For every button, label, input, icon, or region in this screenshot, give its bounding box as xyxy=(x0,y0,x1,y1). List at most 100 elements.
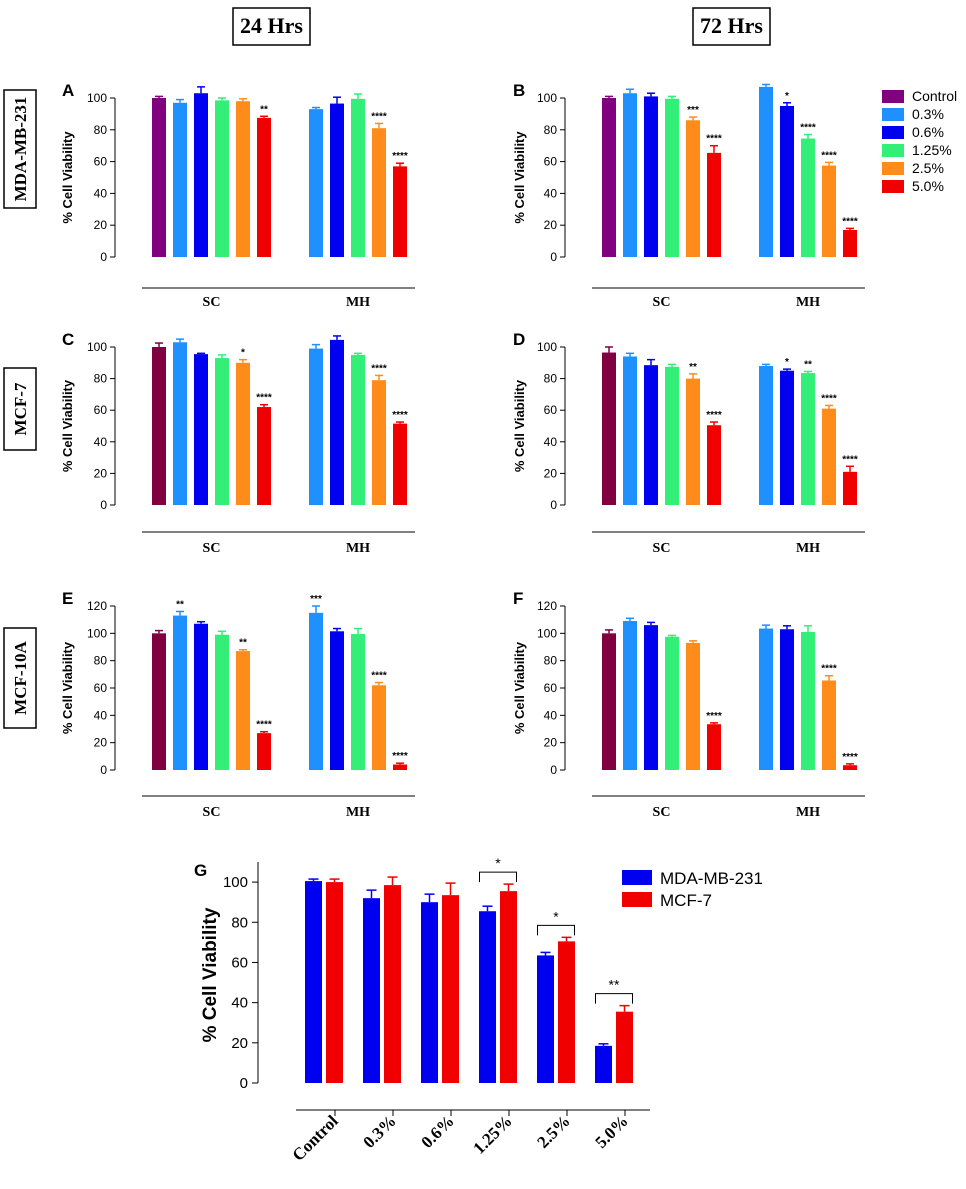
y-tick-label: 80 xyxy=(231,914,248,931)
group-label-sc: SC xyxy=(203,295,221,310)
bar-sc-0-3pct xyxy=(623,93,637,257)
x-tick-label-5-0pct: 5.0% xyxy=(591,1111,631,1151)
bar-sc-control xyxy=(152,347,166,505)
y-tick-label: 80 xyxy=(544,372,558,386)
bar-mcf-7-0-6pct xyxy=(442,895,459,1083)
significance-marker: **** xyxy=(821,393,837,404)
y-tick-label: 80 xyxy=(544,123,558,137)
row-label-mda: MDA-MB-231 xyxy=(3,89,37,209)
row-label-mcf7-box xyxy=(3,367,37,451)
bar-mh-1-25pct xyxy=(801,138,815,257)
y-tick-label: 0 xyxy=(550,498,557,512)
y-tick-label: 20 xyxy=(544,218,558,232)
bar-mh-1-25pct xyxy=(801,631,815,770)
bar-mh-5-0pct xyxy=(843,229,857,257)
bar-sc-0-6pct xyxy=(644,365,658,505)
legend: Control 0.3% 0.6% 1.25% 2.5% 5.0% xyxy=(882,88,957,194)
significance-marker: *** xyxy=(310,594,322,605)
row-label-mcf10a-text: MCF-10A xyxy=(11,640,30,714)
bar-sc-5-0pct xyxy=(707,425,721,505)
bar-mcf-7-2-5pct xyxy=(558,941,575,1083)
bar-sc-0-6pct xyxy=(194,93,208,257)
bar-mh-0-6pct xyxy=(780,629,794,770)
legend-label-1-25pct: 1.25% xyxy=(912,142,952,158)
significance-marker: **** xyxy=(706,711,722,722)
x-tick-label-0-6pct: 0.6% xyxy=(417,1111,457,1151)
panel-letter: F xyxy=(513,589,523,608)
bar-sc-1-25pct xyxy=(215,100,229,257)
bar-sc-5-0pct xyxy=(707,724,721,770)
bar-mh-5-0pct xyxy=(393,166,407,257)
legend-swatch-0-6pct xyxy=(882,126,904,139)
significance-marker: * xyxy=(785,91,789,102)
bar-sc-1-25pct xyxy=(215,358,229,505)
significance-marker: ** xyxy=(804,359,812,370)
group-label-mh: MH xyxy=(346,805,370,820)
bar-sc-control xyxy=(602,352,616,505)
legend-label-0-3pct: 0.3% xyxy=(912,106,944,122)
y-tick-label: 40 xyxy=(231,995,248,1012)
bar-sc-control xyxy=(152,633,166,770)
y-tick-label: 80 xyxy=(544,654,558,668)
panel-letter: D xyxy=(513,330,525,349)
legend-label-5-0pct: 5.0% xyxy=(912,178,944,194)
bar-mh-0-3pct xyxy=(309,612,323,770)
panel-f: F 0 20 40 60 80 100 120 % Cell Viability **** SC **… xyxy=(512,589,865,820)
group-label-sc: SC xyxy=(653,541,671,556)
y-axis-title: % Cell Viability xyxy=(512,641,527,734)
bar-mda-mb-231-0-3pct xyxy=(363,898,380,1083)
legend-label-control: Control xyxy=(912,88,957,104)
y-axis-title: % Cell Viability xyxy=(512,379,527,472)
significance-marker: **** xyxy=(392,410,408,421)
y-tick-label: 100 xyxy=(87,91,107,105)
bar-mh-0-3pct xyxy=(759,86,773,258)
significance-bracket xyxy=(479,871,517,883)
row-label-mda-box xyxy=(3,89,37,209)
bar-sc-0-3pct xyxy=(173,102,187,258)
significance-marker: **** xyxy=(256,393,272,404)
col-header-24: 24 Hrs xyxy=(232,7,311,46)
bar-sc-2-5pct xyxy=(686,642,700,770)
x-tick-label-1-25pct: 1.25% xyxy=(469,1111,515,1157)
bar-sc-control xyxy=(602,633,616,770)
group-label-mh: MH xyxy=(796,541,820,556)
bar-sc-2-5pct xyxy=(236,362,250,505)
y-tick-label: 0 xyxy=(240,1075,248,1092)
y-tick-label: 60 xyxy=(544,155,558,169)
group-label-mh: MH xyxy=(346,295,370,310)
y-tick-label: 120 xyxy=(87,599,107,613)
bar-mh-0-6pct xyxy=(330,339,344,505)
bar-sc-0-3pct xyxy=(173,342,187,505)
group-label-mh: MH xyxy=(796,295,820,310)
col-header-72: 72 Hrs xyxy=(692,7,771,46)
bar-mh-5-0pct xyxy=(843,765,857,770)
group-label-mh: MH xyxy=(346,541,370,556)
y-tick-label: 100 xyxy=(87,340,107,354)
bar-sc-control xyxy=(152,98,166,257)
bar-mh-2-5pct xyxy=(822,165,836,257)
bar-mh-2-5pct xyxy=(372,685,386,770)
x-tick-label-control: Control xyxy=(289,1111,342,1164)
y-tick-label: 40 xyxy=(544,708,558,722)
bar-sc-1-25pct xyxy=(665,98,679,257)
significance-marker: **** xyxy=(821,664,837,675)
bar-mh-1-25pct xyxy=(801,373,815,505)
col-header-24-text: 24 Hrs xyxy=(240,13,303,38)
bar-sc-0-6pct xyxy=(644,625,658,770)
bar-mh-0-3pct xyxy=(759,365,773,505)
bar-sc-0-3pct xyxy=(623,356,637,505)
bar-sc-1-25pct xyxy=(665,636,679,770)
significance-marker: ** xyxy=(609,977,620,993)
group-label-sc: SC xyxy=(653,295,671,310)
legend-label-mda-mb-231: MDA-MB-231 xyxy=(660,869,763,888)
legend-swatch-mcf-7 xyxy=(622,892,652,907)
significance-marker: **** xyxy=(256,720,272,731)
bar-sc-0-6pct xyxy=(194,354,208,505)
significance-marker: **** xyxy=(706,410,722,421)
bar-sc-2-5pct xyxy=(686,378,700,505)
y-tick-label: 100 xyxy=(87,626,107,640)
